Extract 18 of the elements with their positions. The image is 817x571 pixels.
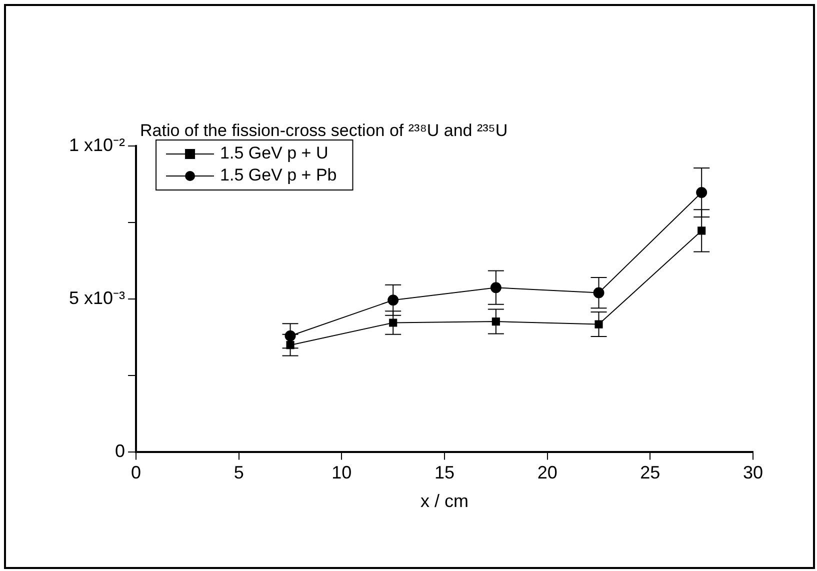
x-tick-label: 25	[640, 462, 660, 483]
legend-label: 1.5 GeV p + Pb	[220, 166, 337, 185]
x-tick-label: 5	[234, 462, 244, 483]
chart-title: Ratio of the fission-cross section of ²³⁸U and ²³⁵U	[140, 121, 508, 140]
x-axis-title: x / cm	[420, 491, 469, 512]
y-tick-label: 0	[115, 440, 126, 461]
x-tick-label: 0	[131, 462, 142, 483]
point	[389, 318, 398, 327]
point	[696, 186, 708, 198]
x-tick-label: 20	[537, 462, 558, 483]
y-tick-label: 1 x10⁻²	[68, 134, 126, 155]
x-tick-label: 10	[332, 462, 352, 483]
legend-label: 1.5 GeV p + U	[220, 144, 328, 163]
x-tick-label: 15	[434, 462, 455, 483]
x-tick-label: 30	[742, 462, 764, 483]
point	[594, 320, 603, 328]
point	[490, 282, 502, 294]
y-tick-label: 5 x10⁻³	[68, 288, 126, 308]
